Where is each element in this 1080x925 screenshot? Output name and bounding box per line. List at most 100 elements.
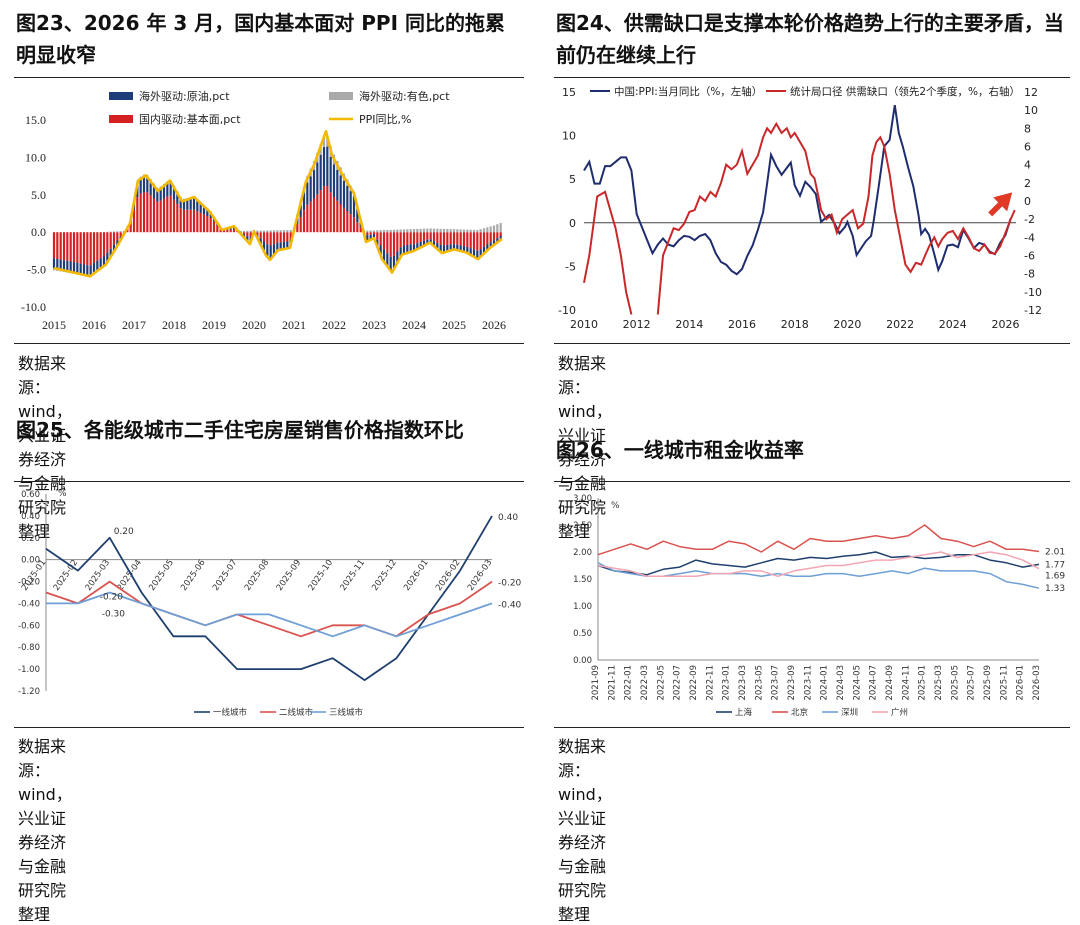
source-rule [14, 343, 524, 344]
legend-label: 北京 [791, 707, 808, 718]
bar-segment [260, 231, 262, 233]
x-tick-label: 2024-07 [869, 665, 879, 701]
y2-tick-label: -2 [1024, 213, 1035, 226]
bar-segment [473, 230, 475, 232]
bar-segment [416, 229, 418, 232]
bar-segment [276, 232, 278, 243]
bar-segment [76, 263, 78, 273]
bar-segment [430, 232, 432, 239]
bar-segment [60, 232, 62, 259]
bar-segment [203, 214, 205, 232]
bar-segment [273, 232, 275, 244]
bar-segment [326, 147, 328, 186]
title-rule [554, 481, 1070, 482]
x-tick-label: 2025-05 [147, 558, 176, 593]
x-tick-label: 2026-03 [466, 558, 495, 593]
x-tick-label: 2025-09 [983, 665, 993, 701]
bar-segment [310, 176, 312, 201]
series-line [584, 192, 631, 315]
y2-tick-label: 4 [1024, 159, 1031, 172]
unit-label: % [611, 501, 620, 511]
bar-segment [143, 192, 145, 232]
trend-arrow-icon [988, 192, 1012, 216]
y-tick-label: 10.0 [25, 150, 46, 164]
bar-segment [276, 230, 278, 232]
x-tick-label: 2025-07 [211, 558, 240, 593]
bar-segment [76, 232, 78, 263]
x-tick-label: 2024-01 [820, 665, 830, 701]
x-tick-label: 2024 [939, 318, 967, 331]
y2-tick-label: -8 [1024, 268, 1035, 281]
bar-segment [406, 232, 408, 245]
y-tick-label: 3.00 [573, 494, 592, 504]
bar-segment [480, 232, 482, 249]
bar-segment [213, 222, 215, 232]
x-tick-label: 2025-01 [918, 665, 928, 701]
x-tick-label: 2024-03 [836, 665, 846, 701]
x-tick-label: 2025-12 [370, 558, 399, 593]
source-rule [554, 343, 1070, 344]
bar-segment [146, 192, 148, 232]
legend-label: 三线城市 [329, 707, 364, 718]
bar-segment [400, 229, 402, 232]
bar-segment [200, 213, 202, 232]
bar-segment [53, 258, 55, 268]
y-tick-label: 10 [562, 130, 576, 143]
x-tick-label: 2023-05 [754, 665, 764, 701]
legend-label: 深圳 [841, 707, 858, 718]
bar-segment [496, 224, 498, 232]
series-line [598, 552, 1039, 576]
bar-segment [433, 232, 435, 241]
bar-segment [196, 201, 198, 211]
bar-segment [440, 232, 442, 245]
bar-segment [226, 230, 228, 232]
x-tick-label: 2012 [623, 318, 651, 331]
y-tick-label: 0.0 [31, 225, 46, 239]
bar-segment [116, 232, 118, 240]
bar-segment [316, 194, 318, 232]
y-tick-label: -1.00 [18, 665, 40, 675]
data-label: 0.20 [114, 527, 134, 537]
bar-segment [460, 229, 462, 232]
x-tick-label: 2025-08 [243, 558, 272, 593]
bar-segment [330, 192, 332, 232]
bar-segment [463, 230, 465, 233]
series-line [584, 105, 1011, 274]
bar-segment [83, 232, 85, 264]
bar-segment [300, 217, 302, 232]
bar-segment [320, 190, 322, 232]
x-tick-label: 2024-05 [852, 665, 862, 701]
bar-segment [413, 229, 415, 232]
legend-swatch [109, 115, 133, 123]
y-tick-label: 2.00 [573, 548, 592, 558]
bar-segment [190, 199, 192, 210]
x-tick-label: 2025-06 [179, 558, 208, 593]
bar-segment [370, 232, 372, 235]
bar-segment [373, 230, 375, 232]
bar-segment [383, 230, 385, 232]
bar-segment [186, 200, 188, 210]
y-tick-label: -1.20 [18, 687, 40, 697]
bar-segment [113, 231, 115, 232]
bar-segment [120, 231, 122, 232]
y2-tick-label: 2 [1024, 177, 1031, 190]
bar-segment [140, 194, 142, 233]
x-tick-label: 2021-09 [591, 665, 601, 701]
bar-segment [453, 229, 455, 232]
bar-segment [493, 232, 495, 240]
data-label: 1.69 [1045, 572, 1065, 582]
chart-title: 图26、一线城市租金收益率 [556, 434, 1066, 466]
bar-segment [490, 232, 492, 242]
bar-segment [323, 147, 325, 186]
y2-tick-label: -12 [1024, 304, 1042, 317]
bar-segment [120, 232, 122, 236]
bar-segment [456, 229, 458, 232]
bar-segment [456, 232, 458, 245]
bar-segment [380, 232, 382, 245]
y-tick-label: 0.20 [21, 534, 40, 544]
bar-segment [486, 227, 488, 232]
x-tick-label: 2023-07 [771, 665, 781, 701]
bar-segment [346, 186, 348, 211]
x-tick-label: 2025 [442, 318, 466, 332]
bar-segment [336, 201, 338, 232]
